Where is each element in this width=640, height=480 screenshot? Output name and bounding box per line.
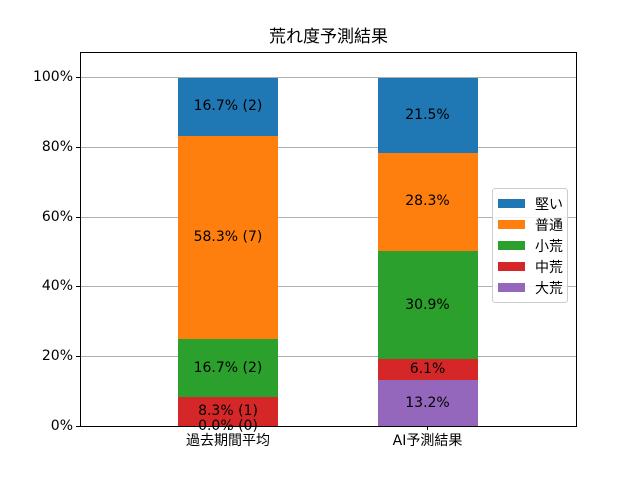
bar-segment-普通 xyxy=(377,152,478,252)
chart-title: 荒れ度予測結果 xyxy=(269,27,388,47)
y-tick-label: 20% xyxy=(41,347,73,364)
legend-swatch-小荒 xyxy=(498,241,525,250)
y-tick-label: 80% xyxy=(41,138,73,155)
legend-label-堅い: 堅い xyxy=(535,196,563,213)
bar-segment-普通 xyxy=(178,135,278,339)
y-tick-mark xyxy=(76,77,80,79)
legend-label-大荒: 大荒 xyxy=(535,280,563,297)
legend-label-普通: 普通 xyxy=(535,217,563,234)
y-tick-mark xyxy=(76,216,80,218)
legend: 堅い普通小荒中荒大荒 xyxy=(492,188,568,303)
x-tick-mark xyxy=(227,426,229,430)
grid-line xyxy=(81,146,576,148)
legend-swatch-普通 xyxy=(498,220,525,229)
legend-item-大荒: 大荒 xyxy=(498,277,567,298)
grid-line xyxy=(81,77,576,79)
legend-swatch-大荒 xyxy=(498,283,525,292)
bar-segment-中荒 xyxy=(178,397,278,426)
grid-line xyxy=(81,286,576,288)
bar-segment-堅い xyxy=(377,77,478,153)
y-tick-mark xyxy=(76,146,80,148)
y-tick-label: 0% xyxy=(50,417,73,434)
y-tick-mark xyxy=(76,425,80,427)
legend-item-普通: 普通 xyxy=(498,214,567,235)
bar-segment-大荒 xyxy=(377,380,478,426)
y-tick-mark xyxy=(76,355,80,357)
y-tick-label: 100% xyxy=(32,69,73,86)
y-tick-label: 40% xyxy=(41,278,73,295)
legend-item-堅い: 堅い xyxy=(498,193,567,214)
legend-swatch-堅い xyxy=(498,199,525,208)
grid-line xyxy=(81,355,576,357)
plot-area: 0% 20% 40% 60% 80% 100% 0.0% (0) 8.3% (1) 16.7% … xyxy=(33,52,577,449)
x-tick-label: 過去期間平均 xyxy=(186,433,270,449)
legend-label-小荒: 小荒 xyxy=(535,238,563,255)
y-tick-mark xyxy=(76,286,80,288)
x-tick-label: AI予測結果 xyxy=(392,433,463,449)
y-tick-label: 60% xyxy=(41,208,73,225)
bar-segment-小荒 xyxy=(377,251,478,359)
bar-segment-小荒 xyxy=(178,338,278,398)
bar-segment-堅い xyxy=(178,77,278,136)
legend-label-中荒: 中荒 xyxy=(535,259,563,276)
grid-line xyxy=(81,216,576,218)
bar-segment-中荒 xyxy=(377,358,478,381)
legend-item-中荒: 中荒 xyxy=(498,256,567,277)
legend-item-小荒: 小荒 xyxy=(498,235,567,256)
x-tick-mark xyxy=(427,426,428,430)
legend-swatch-中荒 xyxy=(498,262,525,271)
